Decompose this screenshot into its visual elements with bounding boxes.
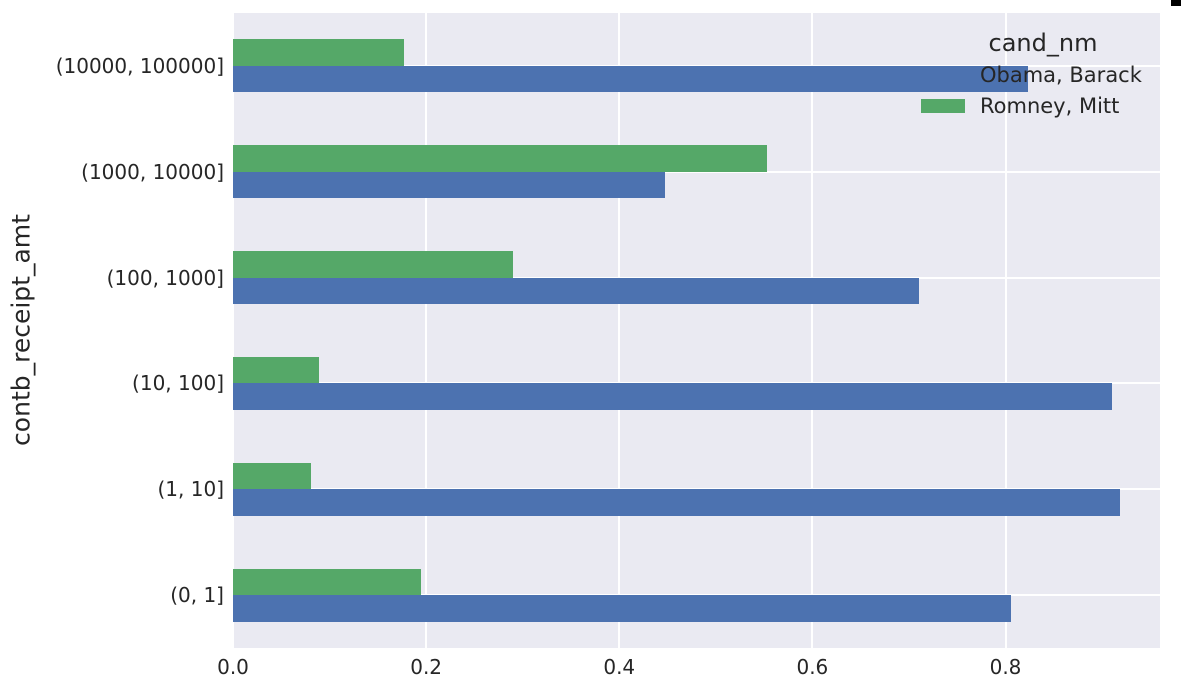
x-tick-label-0.0: 0.0	[217, 655, 249, 679]
bar-obama-barack-10-100	[233, 383, 1113, 410]
legend-swatch-obama-barack	[921, 67, 965, 82]
legend-entry-romney-mitt: Romney, Mitt	[921, 90, 1165, 121]
y-tick-label-1-10: (1, 10]	[157, 477, 225, 502]
bar-romney-mitt-0-1	[233, 568, 422, 596]
gridline-x-0.8	[1004, 13, 1007, 648]
gridline-x-0.6	[811, 13, 814, 648]
legend-entry-obama-barack: Obama, Barack	[921, 59, 1165, 90]
bar-romney-mitt-10000-100000	[233, 39, 404, 66]
bar-romney-mitt-1-10	[233, 462, 312, 490]
plot-area: cand_nm Obama, Barack Romney, Mitt	[232, 13, 1160, 648]
legend-label-obama-barack: Obama, Barack	[980, 62, 1142, 87]
gridline-x-0.4	[618, 13, 621, 648]
bar-obama-barack-0-1	[233, 595, 1011, 622]
x-tick-label-0.4: 0.4	[603, 655, 636, 679]
bar-romney-mitt-1000-10000	[233, 145, 767, 172]
bar-romney-mitt-100-1000	[233, 251, 513, 278]
bar-obama-barack-100-1000	[233, 277, 919, 305]
gridline-x-0.2	[425, 13, 428, 648]
bar-obama-barack-1-10	[233, 489, 1121, 516]
bar-obama-barack-1000-10000	[233, 171, 665, 199]
y-tick-label-1000-10000: (1000, 10000]	[81, 159, 224, 184]
legend-title: cand_nm	[988, 29, 1098, 57]
gridline-x-0.0	[232, 13, 234, 648]
legend-swatch-romney-mitt	[921, 98, 965, 113]
y-tick-label-10000-100000: (10000, 100000]	[55, 53, 224, 78]
y-tick-label-0-1: (0, 1]	[170, 583, 224, 608]
bar-romney-mitt-10-100	[233, 356, 320, 384]
corner-artifact	[1171, 0, 1181, 6]
legend: cand_nm Obama, Barack Romney, Mitt	[921, 27, 1165, 121]
legend-label-romney-mitt: Romney, Mitt	[980, 93, 1120, 118]
x-tick-label-0.2: 0.2	[410, 655, 443, 679]
y-tick-label-100-1000: (100, 1000]	[106, 265, 224, 290]
gridline-y-1000-10000	[233, 170, 1160, 173]
x-tick-label-0.6: 0.6	[796, 655, 829, 679]
y-axis-label: contb_receipt_amt	[6, 214, 36, 446]
bar-obama-barack-10000-100000	[233, 65, 1028, 93]
x-tick-label-0.8: 0.8	[989, 655, 1022, 679]
y-tick-label-10-100: (10, 100]	[132, 371, 224, 396]
